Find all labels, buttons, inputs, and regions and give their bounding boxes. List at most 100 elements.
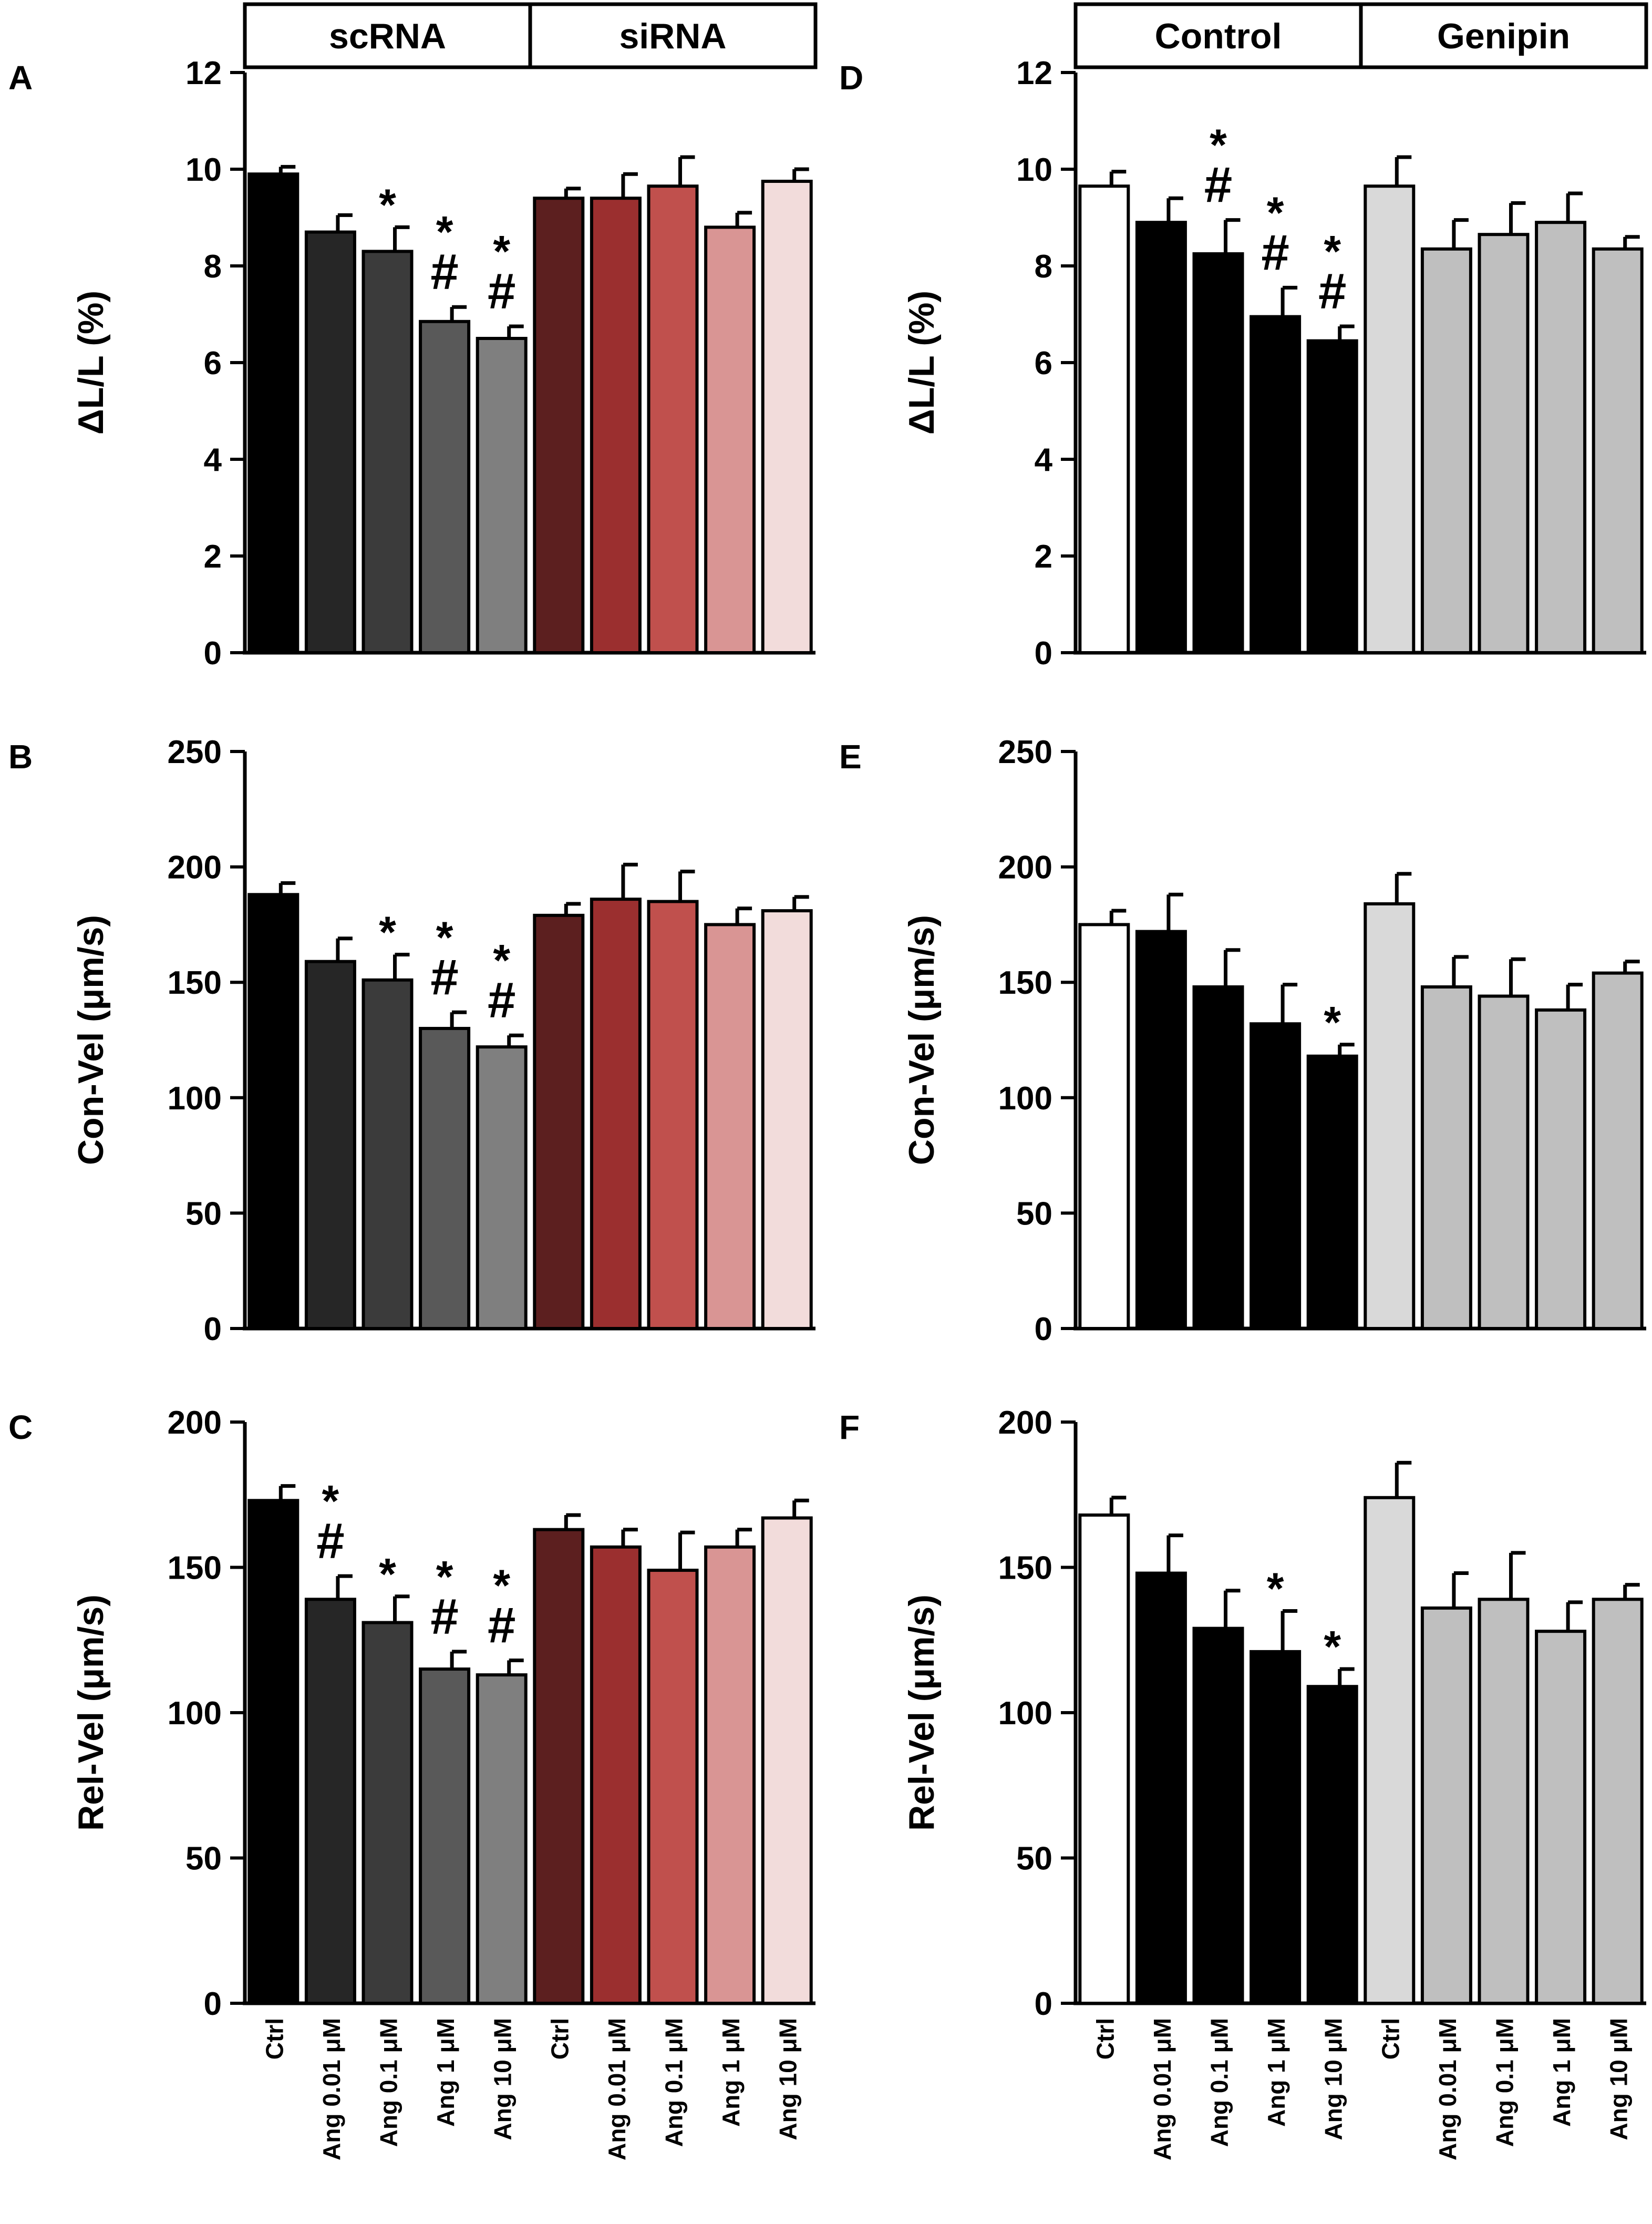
y-axis-label: Con-Vel (μm/s) [902,915,942,1165]
y-tick-label: 2 [204,539,222,575]
group-label: Control [1155,16,1282,56]
x-tick-label: Ang 0.01 μM [1149,2018,1176,2160]
bar [533,197,585,654]
annotation-star: * [379,180,396,229]
x-tick-label: Ang 0.01 μM [318,2018,345,2160]
annotation-hash: # [488,972,515,1028]
y-tick-label: 12 [185,55,222,91]
y-tick-label: 200 [998,850,1052,886]
x-tick-label: Ang 10 μM [1320,2018,1347,2140]
bar [476,1673,528,2005]
bar [419,1027,471,1331]
bar [1250,315,1302,654]
x-tick-label: Ang 10 μM [775,2018,802,2140]
y-tick-label: 0 [204,1986,222,2022]
panel-label: A [8,59,33,97]
bar [1420,247,1472,654]
x-tick-label: Ang 0.1 μM [660,2018,688,2147]
y-axis-label: ΔL/L (%) [71,291,111,435]
annotation-star: * [1267,188,1284,237]
bar [761,180,813,654]
y-tick-label: 200 [168,850,222,886]
bar [1364,1496,1416,2005]
bar [533,1528,585,2005]
y-tick-label: 150 [998,965,1052,1001]
bar [1592,971,1644,1330]
bar [1078,923,1130,1330]
y-tick-label: 250 [998,734,1052,770]
bar [1192,252,1244,654]
y-axis-label: Rel-Vel (μm/s) [71,1594,111,1831]
x-tick-label: Ang 0.1 μM [1491,2018,1519,2147]
bar [1535,221,1587,654]
bar [761,1516,813,2005]
bar [533,913,585,1331]
panel-label: E [839,738,862,776]
x-tick-label: Ang 10 μM [1605,2018,1633,2140]
bar [1306,1054,1358,1330]
y-axis-label: Con-Vel (μm/s) [71,915,111,1165]
x-tick-label: Ang 0.01 μM [1434,2018,1461,2160]
bar [1250,1022,1302,1330]
y-tick-label: 200 [168,1405,222,1441]
annotation-star: * [1324,226,1341,276]
bar [1364,184,1416,654]
y-tick-label: 100 [998,1695,1052,1732]
y-tick-label: 6 [1035,345,1052,382]
bar [1135,930,1187,1331]
y-tick-label: 0 [1035,635,1052,672]
group-box [528,2,818,69]
x-tick-label: Ang 1 μM [1263,2018,1290,2127]
bar [1592,247,1644,654]
x-tick-label: Ctrl [546,2018,573,2060]
bar [704,225,756,654]
x-tick-label: Ang 0.1 μM [375,2018,402,2147]
bar [590,1545,642,2005]
y-tick-label: 0 [204,1311,222,1347]
annotation-hash: # [316,1513,344,1569]
bar [590,197,642,654]
y-tick-label: 200 [998,1405,1052,1441]
bar [1135,1571,1187,2005]
bar [1364,902,1416,1330]
bar [1192,985,1244,1330]
annotation-star: * [1324,997,1341,1047]
bar [1250,1650,1302,2005]
annotation-star: * [493,226,510,276]
panel-label: F [839,1408,860,1446]
y-tick-label: 100 [998,1080,1052,1117]
x-tick-label: Ang 10 μM [489,2018,517,2140]
panel-label: C [8,1408,33,1446]
bar [476,1045,528,1330]
bar [304,1598,356,2005]
bar [1192,1626,1244,2005]
annotation-star: * [1324,1622,1341,1671]
bar [1306,1685,1358,2005]
y-tick-label: 8 [204,249,222,285]
bar [704,923,756,1330]
y-tick-label: 0 [1035,1311,1052,1347]
bar [647,900,699,1330]
bar [1478,994,1530,1330]
bar [247,172,300,654]
y-tick-label: 4 [204,442,222,478]
annotation-star: * [322,1476,339,1526]
group-label: Genipin [1437,16,1570,56]
bar [419,320,471,654]
annotation-star: * [379,907,396,956]
y-tick-label: 6 [204,345,222,382]
group-label: siRNA [619,16,726,56]
bar [304,960,356,1330]
annotation-hash: # [1318,263,1346,320]
x-tick-label: Ang 0.01 μM [603,2018,631,2160]
x-tick-label: Ctrl [1377,2018,1404,2060]
bar [362,1621,414,2005]
bar [761,909,813,1330]
y-tick-label: 50 [185,1841,222,1877]
y-tick-label: 12 [1016,55,1052,91]
bar [247,1499,300,2005]
bar [476,337,528,654]
